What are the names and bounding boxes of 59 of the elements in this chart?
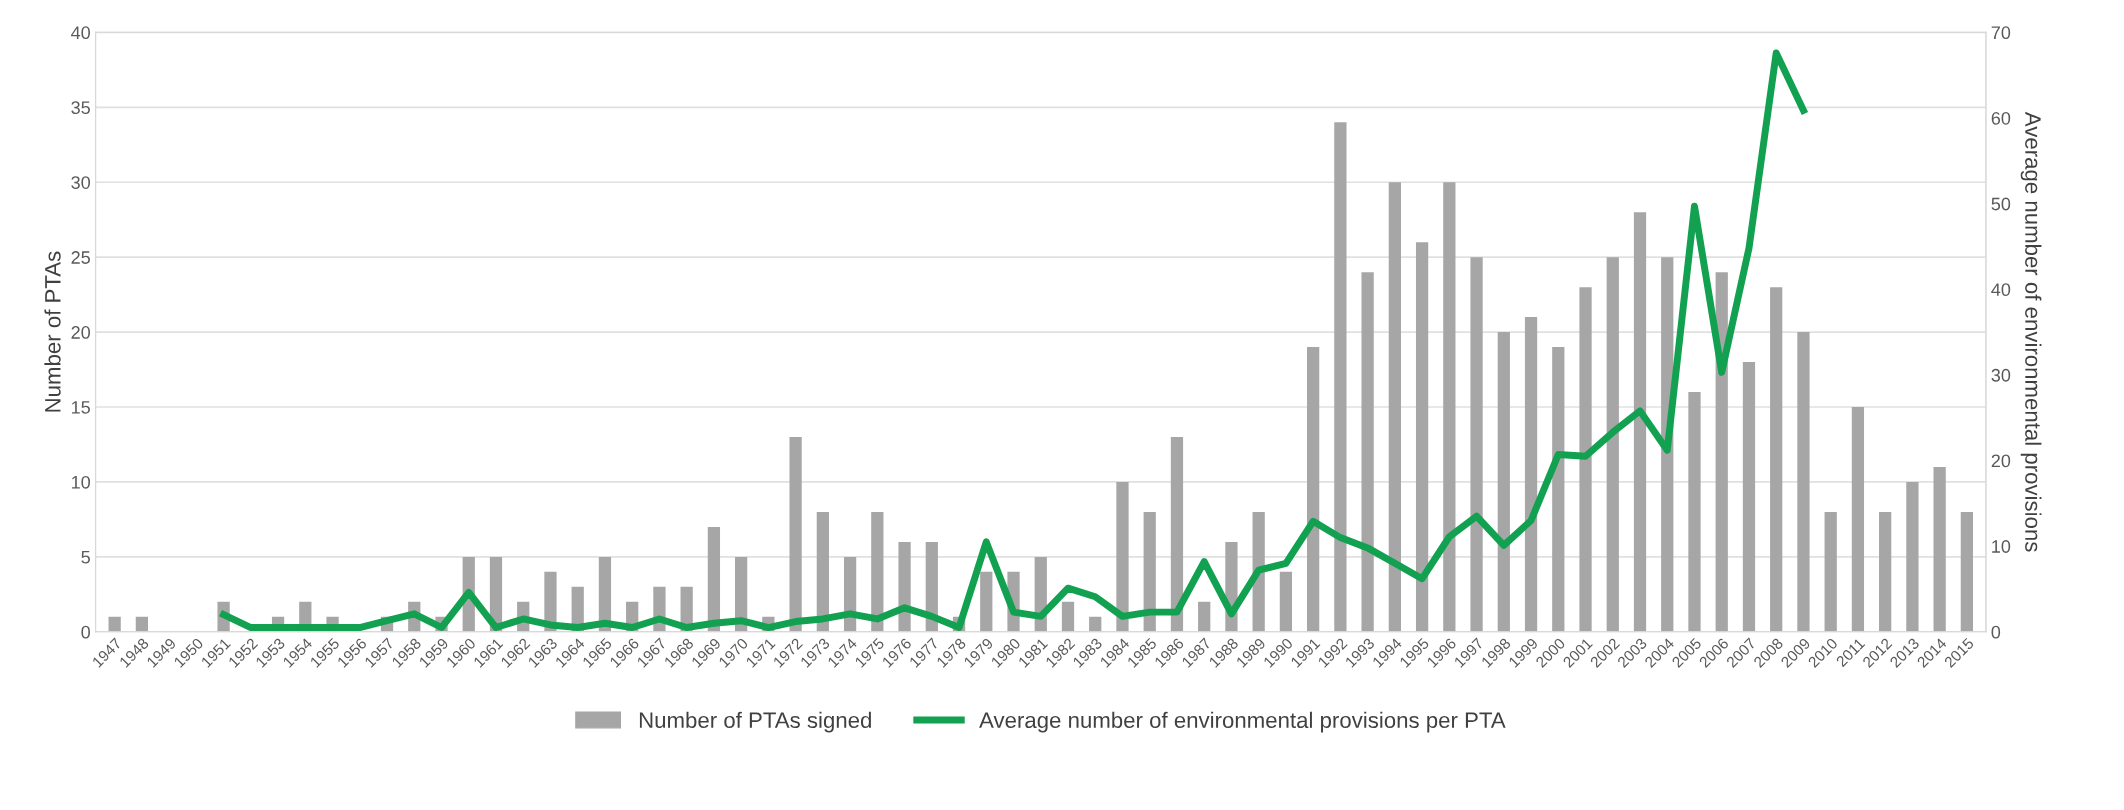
y-tick-label: 35	[71, 101, 90, 115]
bar	[1797, 332, 1810, 632]
bar	[1552, 347, 1565, 632]
bar	[1497, 332, 1510, 632]
bar	[1470, 257, 1483, 632]
bar	[1933, 466, 1946, 632]
bar	[789, 436, 802, 632]
y-tick-label: 20	[71, 326, 91, 339]
bar	[816, 511, 829, 632]
bar	[1170, 436, 1184, 632]
bar	[1960, 511, 1973, 632]
bar	[1307, 347, 1320, 632]
bar	[1633, 212, 1647, 632]
y-tick-label: 10	[72, 475, 91, 489]
bar	[980, 571, 993, 632]
bar	[1824, 511, 1837, 632]
bar	[1089, 616, 1102, 632]
y2-tick-label: 40	[1991, 283, 2011, 297]
bar	[1688, 392, 1701, 632]
bar	[1906, 481, 1919, 632]
y2-tick-label: 60	[1991, 111, 2011, 125]
bar	[871, 511, 884, 632]
bar	[1524, 317, 1538, 632]
bar	[1606, 257, 1619, 632]
bar	[707, 526, 721, 632]
y2-tick-label: 50	[1991, 197, 2011, 211]
bar	[1198, 601, 1211, 632]
bar	[1770, 287, 1783, 632]
bar	[135, 616, 149, 632]
y-tick-label: 0	[81, 625, 91, 639]
y-axis-title: Number of PTAs	[44, 251, 61, 412]
y-tick-label: 25	[71, 251, 90, 264]
bar	[1388, 182, 1401, 632]
y2-tick-label: 30	[1991, 368, 2011, 382]
bar	[1579, 287, 1592, 632]
bar	[1742, 362, 1756, 632]
y-tick-label: 40	[71, 26, 91, 40]
bar	[1879, 511, 1892, 632]
y2-axis-title: Average number of environmental provisions	[2020, 111, 2042, 552]
legend-label: Average number of environmental provisions per PTA	[979, 711, 1506, 733]
bar	[1415, 242, 1429, 632]
bar	[1279, 571, 1293, 632]
bar	[1851, 407, 1865, 632]
y2-tick-label: 10	[1992, 540, 2011, 553]
legend-label: Number of PTAs signed	[639, 711, 871, 733]
bar	[1443, 182, 1456, 632]
y-tick-label: 30	[71, 176, 91, 189]
y2-tick-label: 0	[1991, 625, 2001, 639]
bar	[1334, 122, 1347, 632]
bar	[1116, 481, 1129, 632]
y2-tick-label: 20	[1991, 454, 2011, 468]
bar	[1061, 601, 1075, 632]
y-tick-label: 15	[72, 401, 90, 414]
y-tick-label: 5	[81, 551, 90, 564]
bar	[108, 616, 121, 632]
bar	[1143, 511, 1156, 632]
bar	[898, 541, 911, 632]
y2-tick-label: 70	[1991, 26, 2011, 40]
bar	[1361, 272, 1374, 632]
